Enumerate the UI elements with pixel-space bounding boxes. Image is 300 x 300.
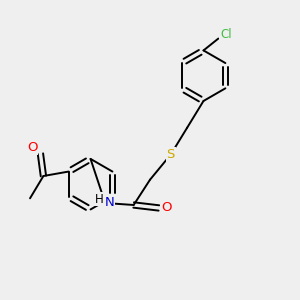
Text: O: O <box>27 141 38 154</box>
Text: O: O <box>161 202 172 214</box>
Text: N: N <box>104 196 114 208</box>
Text: Cl: Cl <box>220 28 232 40</box>
Text: S: S <box>167 148 175 161</box>
Text: H: H <box>94 193 103 206</box>
